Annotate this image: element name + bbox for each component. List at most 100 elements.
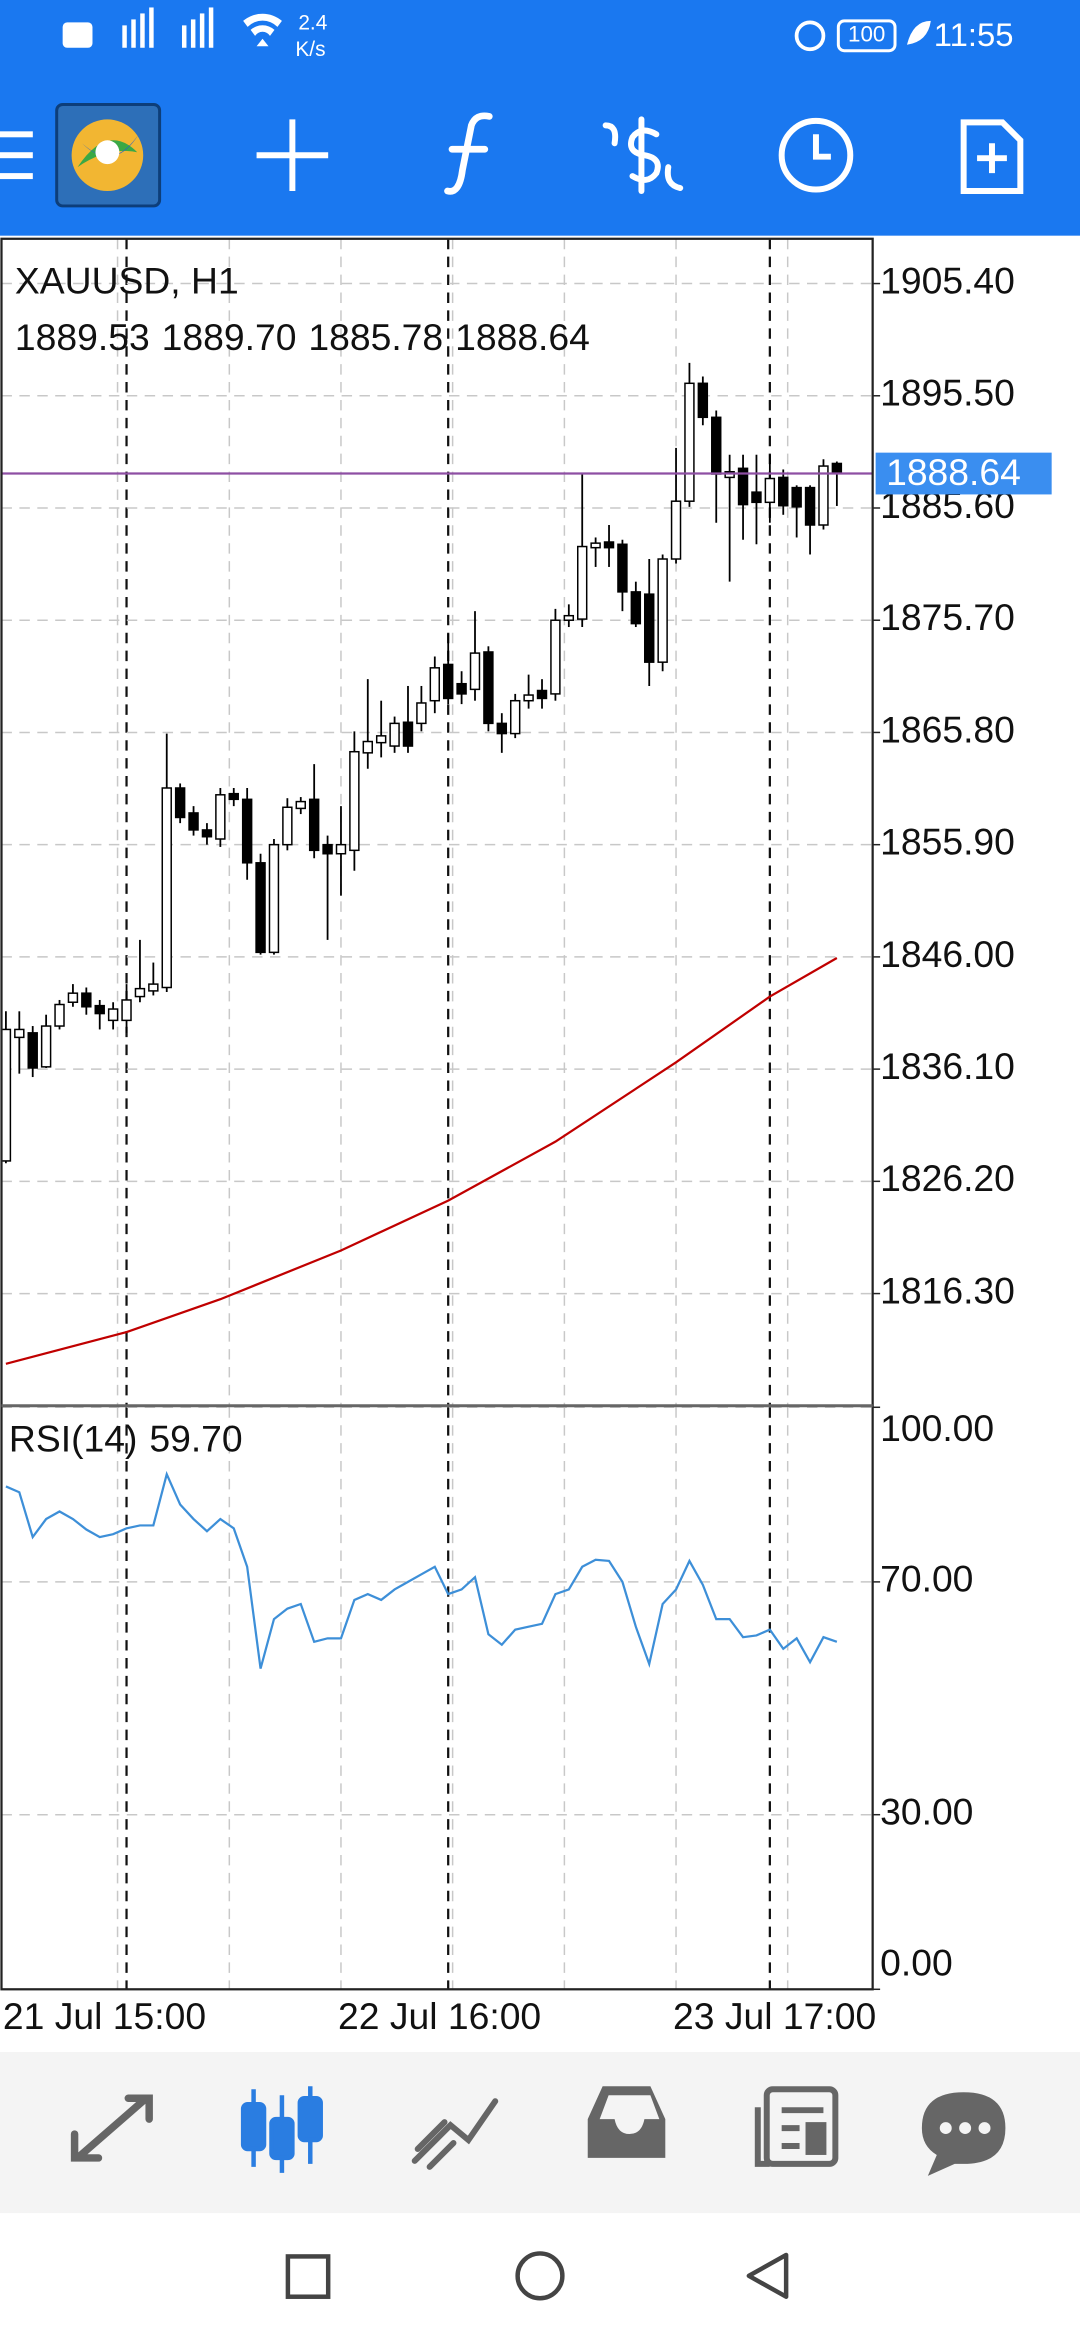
trade-tab[interactable] (411, 2098, 499, 2170)
candle-body (335, 843, 347, 855)
candle-body (804, 486, 816, 526)
crosshair-button[interactable] (256, 119, 329, 192)
low-label: 1885.78 (308, 316, 443, 358)
bottom-nav (0, 2051, 1080, 2214)
candle-body (268, 843, 280, 954)
y-tick-label: 1816.30 (880, 1269, 1015, 1311)
candle-body (603, 541, 615, 549)
candle-body (657, 558, 668, 663)
candle-body (0, 1028, 12, 1162)
y-tick-label: 0.00 (880, 1941, 953, 1983)
moving-average (5, 957, 838, 1365)
candle-body (791, 486, 802, 508)
candle-body (684, 382, 695, 502)
new-order-button[interactable] (960, 119, 1024, 195)
candle-body (563, 614, 575, 621)
candle-body (456, 682, 467, 695)
candle-body (550, 619, 561, 695)
x-tick-label: 21 Jul 15:00 (3, 1995, 206, 2037)
candle-body (416, 702, 427, 725)
candle-body (54, 1003, 65, 1027)
candle-body (523, 694, 534, 702)
candle-body (630, 591, 642, 625)
candle-body (442, 663, 454, 700)
candle-body (375, 735, 387, 744)
y-tick-label: 1846.00 (880, 933, 1015, 975)
candle-body (27, 1032, 38, 1069)
quotes-tab[interactable] (70, 2094, 153, 2162)
candle-body (617, 543, 628, 593)
candle-body (818, 465, 829, 526)
candle-body (282, 806, 293, 846)
battery-level: 100 (848, 22, 885, 47)
y-tick-label: 1905.40 (880, 259, 1015, 301)
candle-body (174, 787, 186, 819)
candle-body (201, 829, 213, 838)
candle-body (469, 652, 481, 691)
y-tick-label: 30.00 (880, 1791, 973, 1833)
rsi-name: RSI(14) (9, 1417, 137, 1459)
candle-body (644, 593, 655, 663)
candle-body (751, 491, 762, 504)
y-tick-label: 100.00 (880, 1407, 994, 1449)
chat-tab[interactable] (921, 2092, 1006, 2176)
candle-body (590, 542, 601, 549)
candle-body (255, 862, 266, 954)
chart-frame (0, 237, 874, 1991)
candle-body (711, 416, 722, 475)
candle-body (81, 992, 92, 1008)
rsi-value: 59.70 (149, 1417, 242, 1459)
recents-button[interactable] (285, 2254, 331, 2299)
candle-body (576, 545, 588, 620)
clock: 11:55 (934, 16, 1014, 53)
current-price-box (875, 452, 1052, 495)
indicators-button[interactable] (444, 112, 493, 195)
chart-background (0, 235, 1080, 2052)
history-tab[interactable] (587, 2086, 666, 2158)
y-tick-label: 1855.90 (880, 821, 1015, 863)
history-button[interactable] (778, 117, 854, 193)
home-button[interactable] (515, 2251, 565, 2301)
candle-body (215, 794, 226, 840)
news-tab[interactable] (754, 2086, 839, 2167)
candle-body (295, 800, 306, 810)
y-tick-label: 1836.10 (880, 1045, 1015, 1087)
candle-body (389, 722, 400, 747)
candle-body (121, 999, 132, 1022)
candle-body (308, 798, 320, 852)
trade-button[interactable] (602, 116, 684, 195)
candle-body (349, 750, 360, 852)
open-label: 1889.53 (15, 316, 150, 358)
system-nav (0, 2213, 1080, 2340)
candle-body (697, 382, 709, 419)
candle-body (228, 792, 239, 801)
candle-body (134, 987, 146, 998)
menu-button[interactable] (0, 131, 33, 180)
candle-body (402, 721, 414, 747)
close-label: 1888.64 (455, 316, 590, 358)
speed-unit: K/s (295, 38, 325, 61)
candle-body (241, 798, 253, 864)
chart-tab[interactable] (240, 2086, 323, 2173)
candle-body (778, 476, 789, 507)
y-tick-label: 1826.20 (880, 1157, 1015, 1199)
candle-body (536, 689, 548, 700)
candle-body (14, 1028, 25, 1039)
candle-body (148, 983, 159, 992)
candle-body (94, 1004, 105, 1015)
app-logo[interactable] (55, 102, 162, 208)
network-speed: 2.4 (298, 11, 327, 34)
x-tick-label: 22 Jul 16:00 (338, 1995, 541, 2037)
candle-body (509, 699, 521, 735)
candle-body (496, 722, 508, 735)
candle-body (161, 787, 172, 989)
y-tick-label: 70.00 (880, 1558, 973, 1600)
candle-body (107, 1008, 119, 1022)
high-label: 1889.70 (162, 316, 297, 358)
back-button[interactable] (746, 2252, 789, 2299)
candle-body (764, 477, 776, 504)
rsi-title: RSI(14) 59.70 (9, 1417, 243, 1459)
current-price-label: 1888.64 (886, 451, 1021, 493)
